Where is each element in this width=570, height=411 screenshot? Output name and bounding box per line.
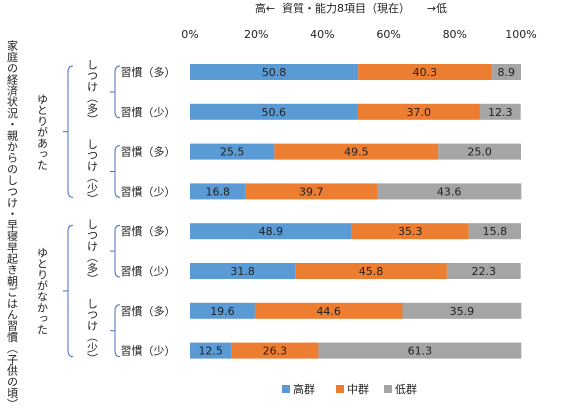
data-label: 61.3	[408, 345, 433, 358]
x-tick-label: 40%	[310, 28, 334, 41]
bar-segment-low	[491, 64, 521, 80]
x-tick-label: 80%	[443, 28, 467, 41]
data-label: 19.6	[210, 305, 235, 318]
data-label: 25.5	[220, 146, 245, 159]
data-label: 50.8	[262, 66, 287, 79]
x-tick-label: 0%	[181, 28, 198, 41]
subgroup-label: しつけ（少）	[86, 138, 99, 204]
row-label: 習慣（多）	[121, 224, 176, 238]
data-label: 25.0	[467, 146, 492, 159]
y-axis-title: 家庭の経済状況・親からのしつけ・早寝早起き朝ごはん習慣（子供の頃）	[6, 39, 19, 410]
bar-segment-low	[446, 263, 521, 279]
subgroup-bracket	[114, 304, 121, 358]
bar-segment-mid	[254, 302, 403, 319]
x-tick-label: 60%	[376, 28, 400, 41]
bar-segment-high	[190, 223, 352, 240]
row-label: 習慣（多）	[121, 304, 176, 318]
data-label: 40.3	[413, 66, 438, 79]
data-label: 31.8	[230, 265, 255, 278]
row-label: 習慣（多）	[121, 65, 176, 79]
data-label: 12.3	[488, 106, 513, 119]
bar-segment-high	[190, 263, 296, 279]
group-bracket	[67, 224, 74, 358]
bar-segment-high	[190, 183, 246, 200]
data-label: 22.3	[472, 265, 497, 278]
bar-segment-high	[190, 342, 232, 359]
bar-segment-low	[479, 103, 521, 120]
data-label: 35.9	[450, 305, 475, 318]
header-title: 資質・能力8項目（現在）	[282, 1, 410, 15]
data-label: 50.6	[261, 106, 286, 119]
row-label: 習慣（多）	[121, 145, 176, 159]
subgroup-bracket	[114, 65, 121, 119]
data-label: 37.0	[406, 106, 431, 119]
data-label: 12.5	[198, 345, 223, 358]
data-label: 44.6	[316, 305, 341, 318]
group-label: ゆとりがあった	[36, 93, 49, 170]
row-label: 習慣（少）	[121, 344, 176, 358]
subgroup-label: しつけ（多）	[86, 59, 99, 125]
subgroup-bracket	[114, 224, 121, 278]
subgroup-bracket	[114, 145, 121, 198]
legend-label: 低群	[395, 382, 417, 396]
bar-segment-mid	[357, 103, 480, 120]
legend-label: 中群	[347, 382, 369, 396]
data-label: 48.9	[259, 225, 284, 238]
row-label: 習慣（少）	[121, 105, 176, 119]
subgroup-label: しつけ（多）	[86, 218, 99, 284]
subgroup-label: しつけ（少）	[86, 297, 99, 363]
bar-segment-high	[190, 103, 358, 120]
header-low: →低	[427, 2, 447, 15]
bar-segment-low	[468, 223, 521, 240]
bar-segment-mid	[274, 143, 439, 160]
x-tick-label: 100%	[505, 28, 536, 41]
bar-segment-low	[377, 183, 522, 200]
bar-segment-high	[190, 302, 255, 319]
data-label: 26.3	[263, 345, 288, 358]
bar-segment-mid	[245, 183, 378, 200]
data-label: 43.6	[437, 185, 462, 198]
group-bracket	[67, 65, 74, 198]
data-label: 8.9	[498, 66, 516, 79]
bar-segment-mid	[295, 263, 447, 279]
header-high: 高←	[255, 1, 275, 15]
bar-segment-low	[438, 143, 521, 160]
bar-segment-mid	[358, 64, 492, 80]
data-label: 45.8	[359, 265, 384, 278]
bar-segment-low	[318, 342, 522, 359]
data-label: 15.8	[483, 225, 508, 238]
bar-segment-high	[190, 64, 359, 80]
legend-label: 高群	[293, 382, 315, 396]
data-label: 35.3	[398, 225, 423, 238]
bar-segment-mid	[351, 223, 469, 240]
bar-segment-low	[402, 302, 522, 319]
data-label: 16.8	[206, 185, 231, 198]
legend-swatch	[384, 385, 392, 393]
x-tick-label: 20%	[244, 28, 268, 41]
group-label: ゆとりがなかった	[36, 247, 49, 335]
data-label: 49.5	[344, 146, 369, 159]
legend-swatch	[282, 385, 290, 393]
bar-segment-high	[190, 143, 275, 160]
data-label: 39.7	[299, 185, 324, 198]
legend-swatch	[336, 385, 344, 393]
row-label: 習慣（少）	[121, 184, 176, 198]
row-label: 習慣（少）	[121, 264, 176, 278]
bar-segment-mid	[231, 342, 319, 359]
